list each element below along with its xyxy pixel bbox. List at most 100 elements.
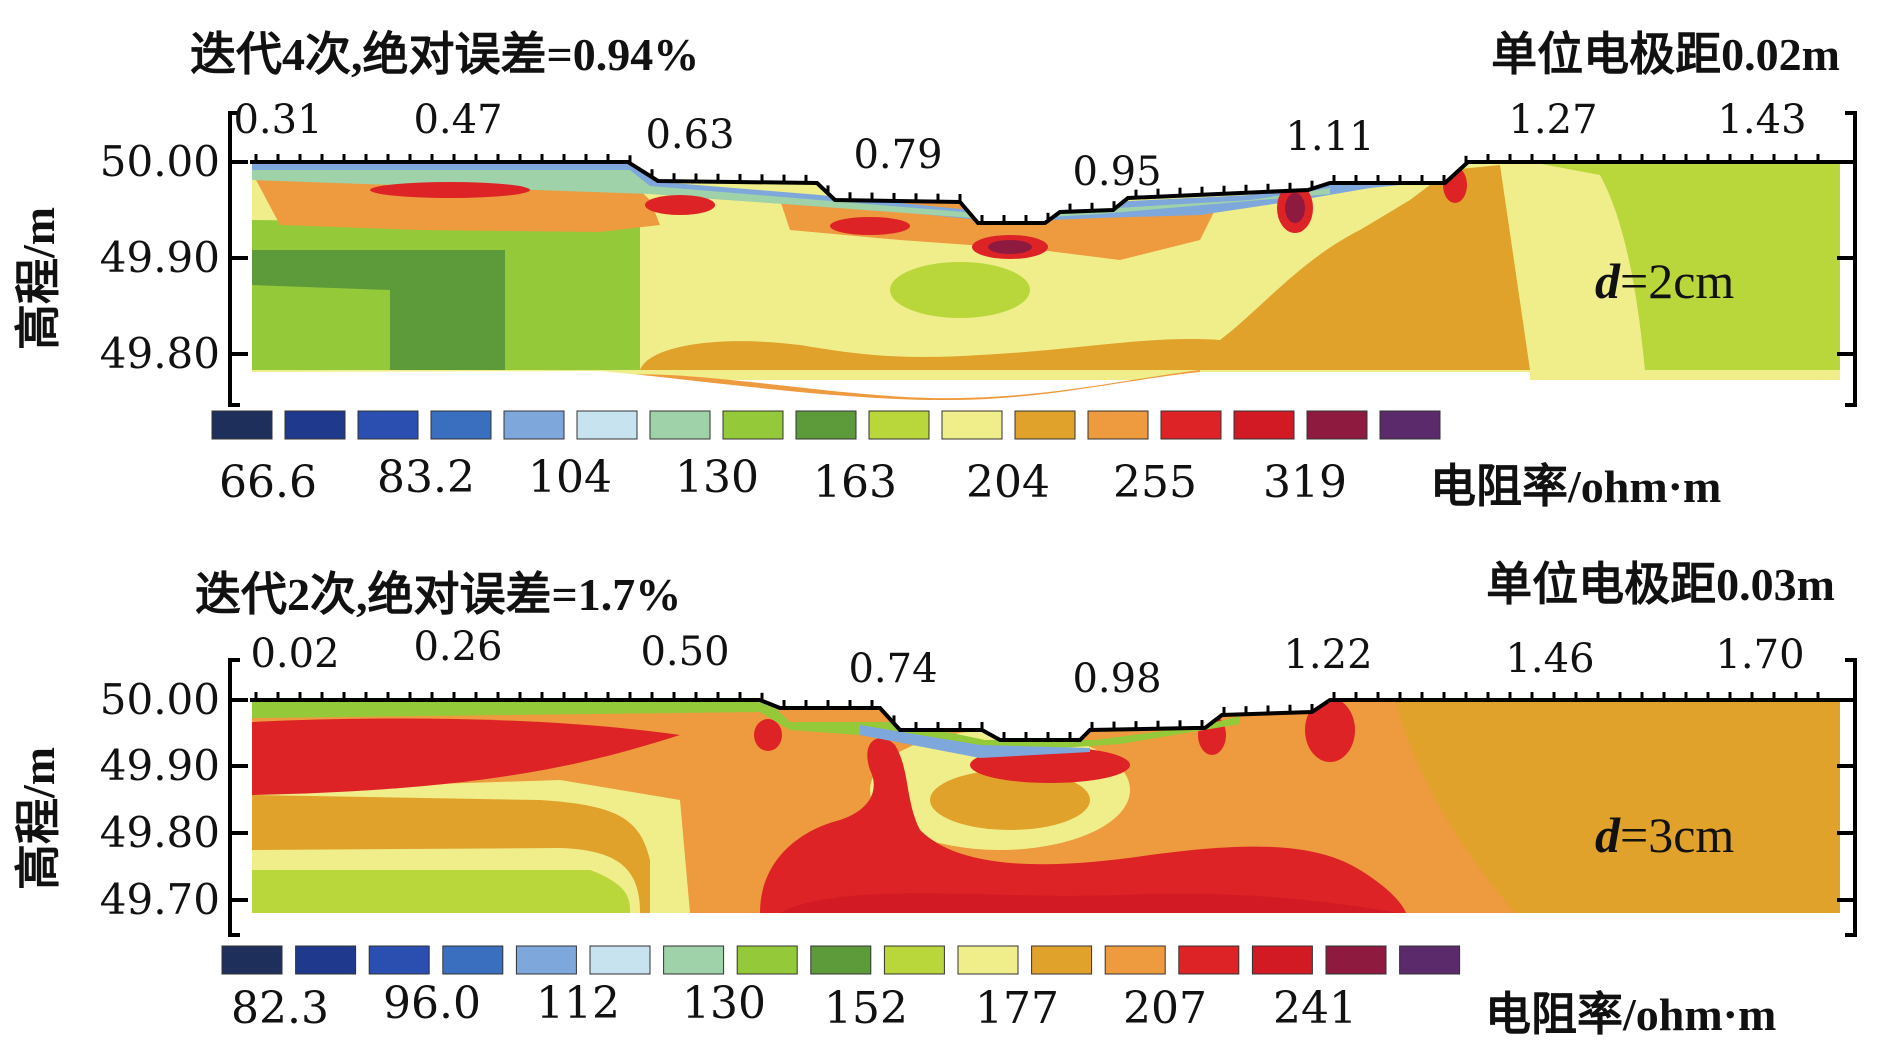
y-tick-label: 50.00 [100,675,220,724]
colorbar-swatch [357,410,419,440]
colorbar-label: 电阻率/ohm·m [1430,461,1721,512]
anomaly-purple-5 [1285,193,1305,223]
x-tick-label: 1.27 [1508,97,1597,143]
legend-value: 207 [1123,983,1207,1034]
colorbar-swatch [1031,945,1093,975]
anomaly-tan-mid [930,770,1090,830]
y-axis-label: 高程/m [13,207,64,350]
legend-value: 152 [824,983,908,1034]
colorbar-swatch [810,945,872,975]
panel-title: 迭代2次,绝对误差=1.7% [195,569,681,620]
colorbar-swatch [503,410,565,440]
annotation-var: d [1595,807,1621,863]
colorbar-swatch [1399,945,1461,975]
legend-value: 177 [975,983,1059,1034]
anomaly-red-1 [370,182,530,198]
colorbar-swatch [649,410,711,440]
y-tick-label: 49.90 [100,741,220,790]
x-tick-label: 0.31 [233,97,322,143]
colorbar-swatch [1306,410,1368,440]
air-mask [250,150,1840,223]
x-tick-label: 0.02 [250,631,339,677]
colorbar-swatch [442,945,504,975]
anomaly-red-band [252,718,680,795]
x-tick-label: 0.74 [848,646,937,692]
colorbar-swatch [883,945,945,975]
electrode-ticks [254,692,1820,740]
y-tick-label: 49.80 [100,808,220,857]
surface-transition-layer [252,170,1330,220]
legend-value: 130 [675,452,759,503]
colorbar-swatch [1014,410,1076,440]
x-tick-label: 1.46 [1505,636,1594,682]
x-tick-label: 0.26 [413,624,502,670]
legend-value: 66.6 [219,457,317,508]
section-bottom-mask [252,913,1840,933]
anomaly-purple-4 [988,240,1032,254]
annotation-val: =2cm [1620,253,1734,309]
x-tick-label: 1.22 [1283,632,1372,678]
section-bottom-mask [250,371,1530,410]
topography-line [250,698,1840,742]
colorbar-swatch [211,410,273,440]
panel-top: 迭代4次,绝对误差=0.94% 单位电极距0.02m [13,29,1857,512]
colorbar-swatch [868,410,930,440]
colorbar-swatch [1379,410,1441,440]
colorbar-swatch [284,410,346,440]
colorbar-swatch [795,410,857,440]
colorbar-label: 电阻率/ohm·m [1485,989,1776,1040]
colorbar-swatch [576,410,638,440]
anomaly-red-small-1 [754,719,782,751]
x-tick-label: 0.79 [853,132,942,178]
colorbar-swatch [515,945,577,975]
colorbar-swatch [589,945,651,975]
y-axis-label: 高程/m [13,747,64,890]
anomaly-tan-right [1330,698,1840,913]
legend-value: 241 [1273,983,1357,1034]
colorbar-swatch [1104,945,1166,975]
colorbar-swatch [941,410,1003,440]
x-tick-label: 0.63 [645,112,734,158]
colorbar-swatch [1087,410,1149,440]
annotation-var: d [1595,253,1621,309]
surface-green-layer [252,698,1240,752]
topography-line [250,160,1840,225]
colorbar-swatch [368,945,430,975]
legend-value: 204 [966,457,1050,508]
air-mask [250,690,1840,740]
colorbar-swatch [1233,410,1295,440]
y-tick-label: 49.90 [100,233,220,282]
legend-value: 130 [682,978,766,1029]
x-tick-label: 1.70 [1715,632,1804,678]
colorbar-swatch [957,945,1019,975]
legend-value: 319 [1263,457,1347,508]
colorbar-swatch [1251,945,1313,975]
colorbar-swatch [722,410,784,440]
colorbar-swatch [295,945,357,975]
annotation-val: =3cm [1620,807,1734,863]
x-tick-label: 0.50 [640,629,729,675]
x-tick-label: 1.43 [1717,97,1806,143]
resistivity-section [250,690,1840,930]
electrode-ticks [254,154,1820,223]
anomaly-red-deep [760,738,1410,930]
colorbar [211,410,1441,440]
anomaly-green-left [252,870,630,913]
anomaly-red-small-4 [1305,698,1355,762]
legend-value: 96.0 [383,978,481,1029]
y-ticks [230,160,1855,356]
colorbar-swatch [1178,945,1240,975]
legend-value: 112 [536,978,620,1029]
x-tick-label: 0.47 [413,97,502,143]
anomaly-green-lens [890,262,1030,318]
colorbar-swatch [221,945,283,975]
colorbar-swatch [430,410,492,440]
y-tick-label: 49.70 [100,875,220,924]
anomaly-red-2 [645,195,715,215]
x-tick-label: 1.11 [1285,114,1374,160]
colorbar [221,945,1461,975]
spacing-annotation: d=3cm [1595,807,1734,863]
x-tick-label: 0.98 [1072,656,1161,702]
legend-value: 83.2 [377,452,475,503]
colorbar-swatch [736,945,798,975]
